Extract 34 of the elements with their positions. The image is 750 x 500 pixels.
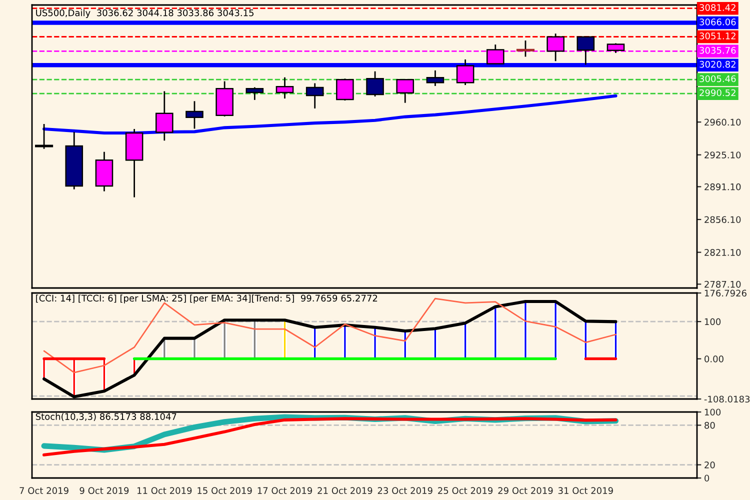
x-tick-label: 29 Oct 2019 [498, 487, 553, 494]
y-tick-label: 0.00 [704, 356, 724, 362]
y-tick-label: 80 [704, 422, 715, 429]
ref-line-label: 2990.52 [700, 89, 736, 96]
x-tick-label: 7 Oct 2019 [20, 487, 68, 494]
y-tick-label: 100 [704, 318, 721, 326]
ref-line-label: 3051.12 [700, 32, 736, 40]
y-tick-label: 2856.10 [704, 216, 741, 224]
x-tick-label: 25 Oct 2019 [438, 487, 493, 494]
ref-line-label: 3005.46 [700, 75, 736, 82]
ref-line-label: 3066.06 [700, 18, 736, 26]
chart-title: [CCI: 14] [TCCI: 6] [per LSMA: 25] [per EMA: 34][Trend: 5] 99.7659 65.2772 [36, 294, 378, 304]
y-tick-label: 176.7926 [704, 290, 746, 297]
y-tick-label: 2925.10 [704, 152, 741, 158]
chart-title: Stoch(10,3,3) 86.5173 88.1047 [36, 412, 176, 422]
x-tick-label: 11 Oct 2019 [137, 487, 192, 494]
y-tick-label: 20 [704, 462, 715, 468]
y-tick-label: 0 [704, 474, 710, 482]
y-tick-label: 2787.10 [704, 280, 741, 288]
ref-line-label: 3020.82 [700, 60, 736, 68]
x-tick-label: 17 Oct 2019 [258, 487, 312, 494]
x-tick-label: 9 Oct 2019 [80, 487, 129, 494]
y-tick-label: -108.0183 [704, 396, 750, 403]
x-tick-label: 21 Oct 2019 [318, 487, 372, 494]
ref-line-label: 3035.76 [700, 46, 736, 54]
x-tick-label: 31 Oct 2019 [558, 487, 613, 494]
y-tick-label: 2821.10 [704, 249, 741, 256]
y-tick-label: 2891.10 [704, 183, 741, 190]
x-tick-label: 23 Oct 2019 [378, 487, 432, 494]
y-tick-label: 100 [704, 408, 721, 416]
chart-title: US500,Daily 3036.62 3044.18 3033.86 3043.15 [36, 9, 254, 18]
ref-line-label: 3081.42 [700, 4, 736, 11]
y-tick-label: 2960.10 [704, 118, 741, 126]
x-tick-label: 15 Oct 2019 [198, 487, 252, 494]
